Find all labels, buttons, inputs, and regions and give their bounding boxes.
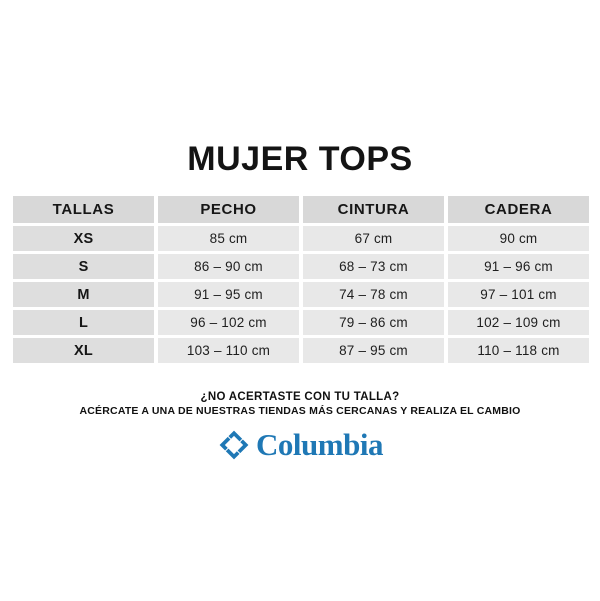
column-header-pecho: PECHO [158, 196, 299, 223]
table-cell-xs-cadera: 90 cm [448, 226, 589, 251]
note-subtext: ACÉRCATE A UNA DE NUESTRAS TIENDAS MÁS C… [79, 405, 521, 417]
table-cell-xl-pecho: 103 – 110 cm [158, 338, 299, 363]
table-cell-l-pecho: 96 – 102 cm [158, 310, 299, 335]
columbia-wordmark: Columbia [256, 427, 383, 462]
size-table: TALLAS PECHO CINTURA CADERA XS 85 cm 67 … [13, 196, 589, 363]
table-cell-xl-cintura: 87 – 95 cm [303, 338, 444, 363]
exchange-note: ¿NO ACERTASTE CON TU TALLA? ACÉRCATE A U… [0, 391, 600, 417]
note-heading: ¿NO ACERTASTE CON TU TALLA? [200, 391, 400, 403]
column-header-cintura: CINTURA [303, 196, 444, 223]
columbia-logo: Columbia [0, 428, 600, 462]
table-cell-xl-cadera: 110 – 118 cm [448, 338, 589, 363]
size-label-s: S [13, 254, 154, 279]
table-cell-m-cintura: 74 – 78 cm [303, 282, 444, 307]
column-header-tallas: TALLAS [13, 196, 154, 223]
table-cell-l-cintura: 79 – 86 cm [303, 310, 444, 335]
table-cell-m-cadera: 97 – 101 cm [448, 282, 589, 307]
table-cell-xs-pecho: 85 cm [158, 226, 299, 251]
size-label-xs: XS [13, 226, 154, 251]
table-cell-m-pecho: 91 – 95 cm [158, 282, 299, 307]
table-cell-l-cadera: 102 – 109 cm [448, 310, 589, 335]
table-cell-xs-cintura: 67 cm [303, 226, 444, 251]
size-label-m: M [13, 282, 154, 307]
table-cell-s-cadera: 91 – 96 cm [448, 254, 589, 279]
page-title: MUJER TOPS [187, 140, 413, 178]
column-header-cadera: CADERA [448, 196, 589, 223]
columbia-diamond-icon [219, 430, 249, 460]
size-label-xl: XL [13, 338, 154, 363]
table-cell-s-cintura: 68 – 73 cm [303, 254, 444, 279]
size-label-l: L [13, 310, 154, 335]
table-cell-s-pecho: 86 – 90 cm [158, 254, 299, 279]
